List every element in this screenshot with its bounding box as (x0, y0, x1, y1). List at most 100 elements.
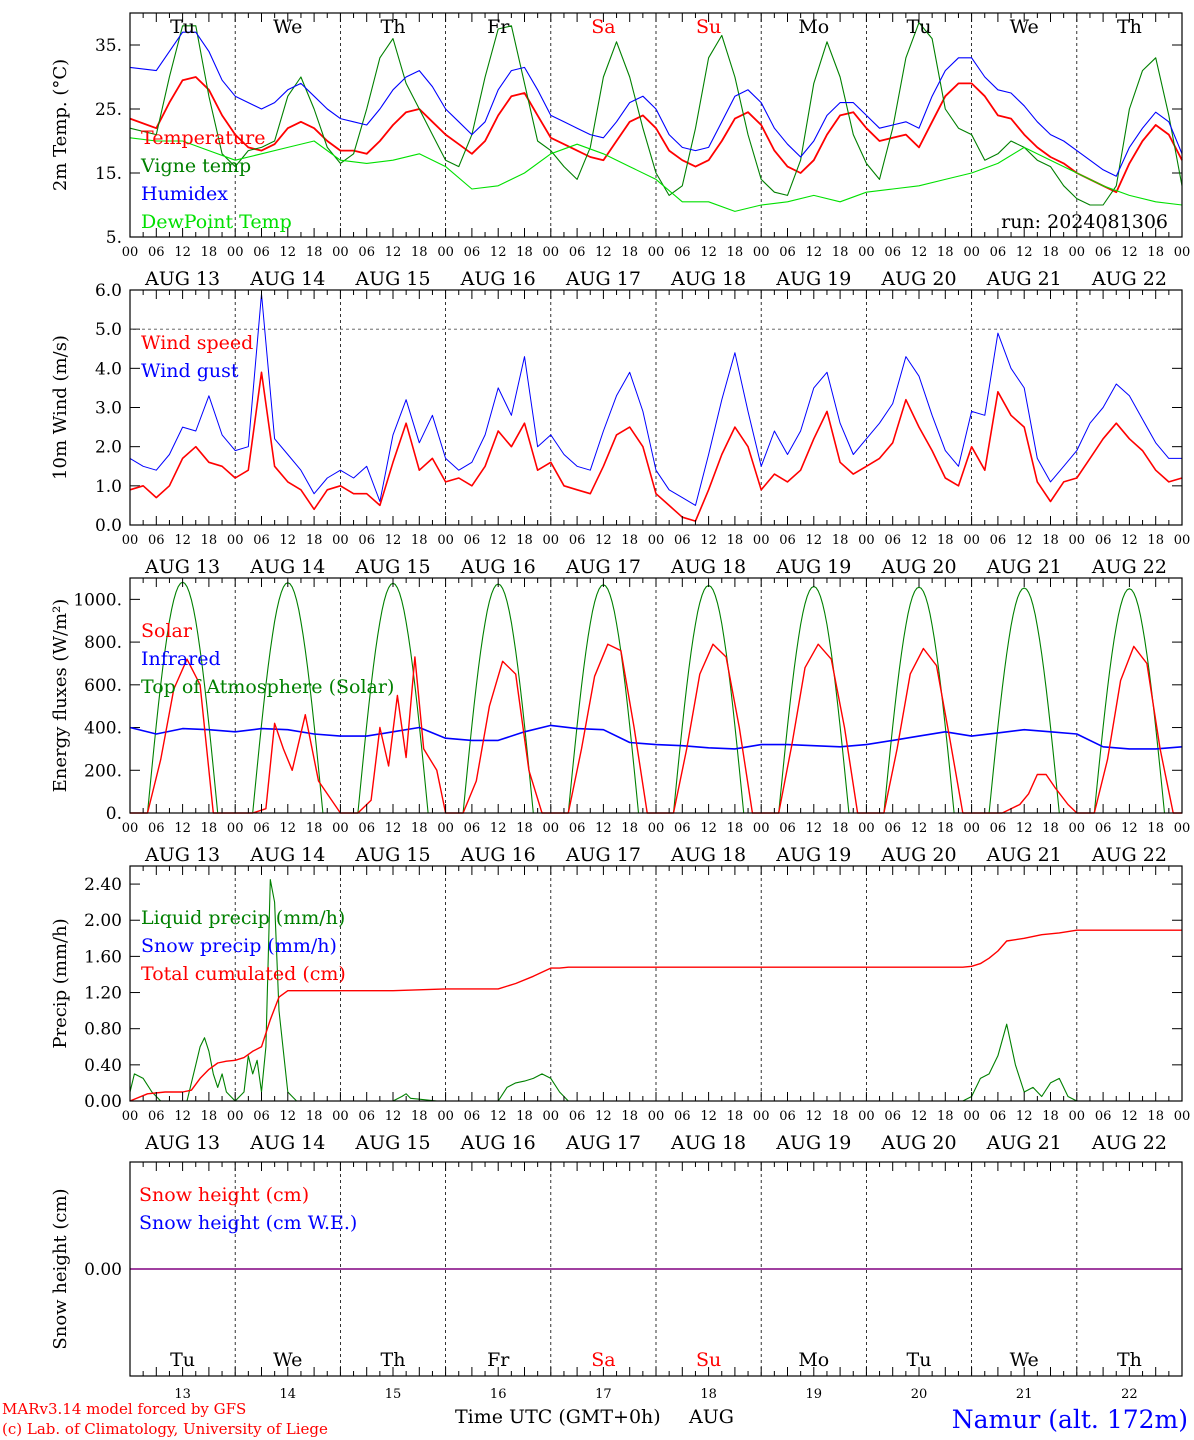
date-label: AUG 15 (354, 1132, 430, 1154)
hour-tick-label: 18 (411, 533, 428, 548)
hour-tick-label: 00 (648, 533, 665, 548)
hour-tick-label: 12 (911, 1109, 928, 1124)
hour-tick-label: 06 (358, 533, 375, 548)
hour-tick-label: 12 (1016, 533, 1033, 548)
hour-tick-label: 18 (937, 533, 954, 548)
series-temperature (129, 76, 1183, 194)
hour-tick-label: 18 (621, 533, 638, 548)
hour-tick-label: 12 (700, 533, 717, 548)
hour-tick-label: 06 (779, 533, 796, 548)
hour-tick-label: 00 (227, 533, 244, 548)
weekday-label: Su (696, 1349, 721, 1371)
hour-tick-label: 18 (832, 533, 849, 548)
hour-tick-label: 06 (990, 821, 1007, 836)
y-tick-label: 0.40 (84, 1056, 122, 1076)
date-label: AUG 15 (354, 556, 430, 578)
hour-tick-label: 00 (332, 1109, 349, 1124)
station-label: Namur (alt. 172m) (952, 1405, 1188, 1434)
hour-tick-label: 06 (253, 821, 270, 836)
hour-tick-label: 18 (516, 245, 533, 260)
weekday-label: Tu (907, 1349, 932, 1371)
date-label: AUG 13 (144, 268, 220, 290)
hour-tick-label: 00 (753, 821, 770, 836)
hour-tick-label: 12 (1121, 821, 1138, 836)
hour-tick-label: 00 (753, 1109, 770, 1124)
lab-credit: (c) Lab. of Climatology, University of L… (2, 1420, 328, 1438)
x-axis-ticks (129, 1162, 1183, 1376)
legend-entry: Snow height (cm) (139, 1184, 309, 1206)
date-label: AUG 13 (144, 1132, 220, 1154)
hour-tick-label: 06 (569, 821, 586, 836)
day-number: 20 (911, 1387, 928, 1402)
hour-tick-label: 18 (1042, 1109, 1059, 1124)
hour-tick-label: 12 (174, 821, 191, 836)
hour-tick-label: 06 (464, 245, 481, 260)
model-credit: MARv3.14 model forced by GFS (2, 1400, 246, 1418)
hour-tick-label: 06 (148, 821, 165, 836)
date-label: AUG 19 (775, 268, 851, 290)
hour-tick-label: 12 (490, 245, 507, 260)
hour-tick-label: 18 (937, 245, 954, 260)
hour-tick-label: 12 (280, 821, 297, 836)
hour-tick-label: 18 (727, 1109, 744, 1124)
weekday-label: We (1010, 1349, 1039, 1371)
hour-tick-label: 06 (990, 533, 1007, 548)
hour-tick-label: 06 (148, 245, 165, 260)
hour-tick-label: 12 (806, 533, 823, 548)
hour-tick-label: 06 (884, 1109, 901, 1124)
hour-tick-label: 00 (963, 533, 980, 548)
date-label: AUG 14 (249, 844, 325, 866)
hour-tick-label: 12 (280, 1109, 297, 1124)
day-number: 18 (700, 1387, 717, 1402)
y-axis-label: Energy fluxes (W/m²) (50, 599, 71, 793)
hour-tick-label: 18 (201, 533, 218, 548)
hour-tick-label: 12 (385, 245, 402, 260)
hour-tick-label: 00 (122, 821, 139, 836)
hour-tick-label: 06 (464, 1109, 481, 1124)
date-label: AUG 22 (1091, 1132, 1167, 1154)
hour-tick-label: 18 (727, 245, 744, 260)
series-humidex (129, 31, 1183, 177)
hour-tick-label: 00 (963, 821, 980, 836)
hour-tick-label: 18 (621, 245, 638, 260)
weekday-label: Th (1117, 1349, 1142, 1371)
hour-tick-label: 18 (832, 821, 849, 836)
hour-tick-label: 06 (569, 533, 586, 548)
hour-tick-label: 00 (963, 245, 980, 260)
date-label: AUG 18 (670, 268, 746, 290)
date-label: AUG 14 (249, 556, 325, 578)
hour-tick-label: 18 (832, 245, 849, 260)
weekday-label: Th (1117, 16, 1142, 38)
legend-entry: Snow height (cm W.E.) (139, 1212, 357, 1234)
weekday-label: Tu (170, 16, 195, 38)
date-label: AUG 17 (565, 268, 641, 290)
date-label: AUG 21 (986, 556, 1062, 578)
hour-tick-label: 00 (1174, 533, 1191, 548)
hour-tick-label: 12 (806, 1109, 823, 1124)
hour-tick-label: 06 (1095, 245, 1112, 260)
day-number: 17 (595, 1387, 612, 1402)
hour-tick-label: 00 (332, 821, 349, 836)
y-axis-label: 2m Temp. (°C) (50, 59, 71, 191)
hour-tick-label: 18 (1042, 533, 1059, 548)
hour-tick-label: 18 (306, 821, 323, 836)
hour-tick-label: 12 (490, 1109, 507, 1124)
hour-tick-label: 12 (174, 1109, 191, 1124)
legend-entry: Top of Atmosphere (Solar) (141, 676, 394, 698)
hour-tick-label: 00 (648, 1109, 665, 1124)
hour-tick-label: 06 (779, 1109, 796, 1124)
date-label: AUG 21 (986, 844, 1062, 866)
legend-entry: Temperature (141, 127, 265, 149)
hour-tick-label: 00 (332, 533, 349, 548)
y-tick-label: 0.00 (84, 1260, 122, 1280)
hour-tick-label: 00 (858, 245, 875, 260)
y-tick-label: 5. (106, 228, 122, 248)
hour-tick-label: 06 (148, 1109, 165, 1124)
hour-tick-label: 18 (1147, 821, 1164, 836)
y-tick-label: 400. (84, 719, 122, 739)
y-tick-label: 200. (84, 761, 122, 781)
hour-tick-label: 18 (832, 1109, 849, 1124)
hour-tick-label: 00 (437, 245, 454, 260)
y-tick-label: 3.0 (95, 399, 122, 419)
